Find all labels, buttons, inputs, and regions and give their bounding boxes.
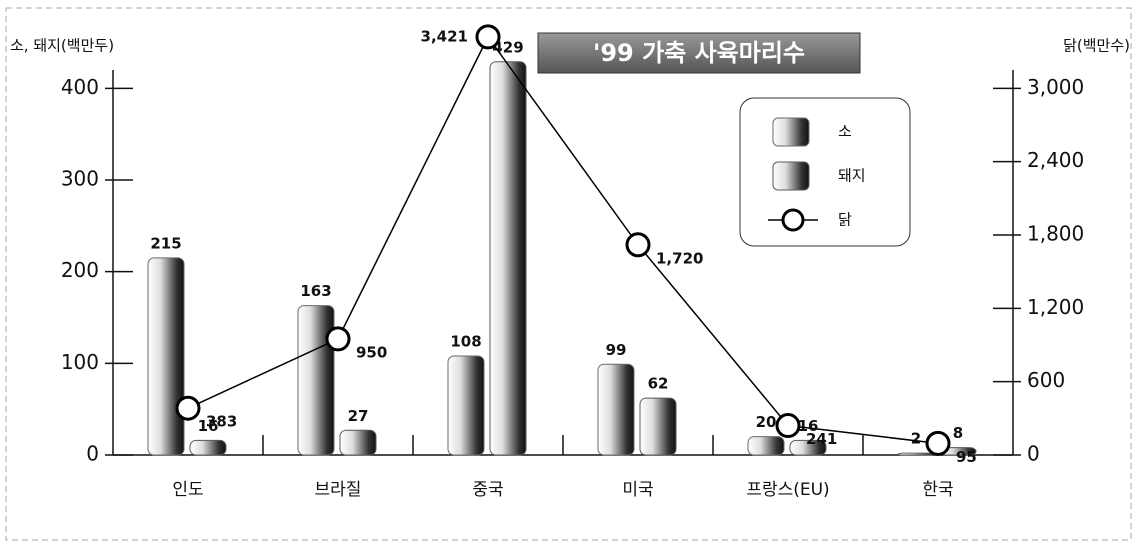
bar xyxy=(639,397,677,456)
bar xyxy=(147,257,185,456)
x-tick-label: 브라질 xyxy=(315,480,362,500)
y-tick-label: 400 xyxy=(61,75,99,99)
point xyxy=(475,24,501,50)
point-value-label: 383 xyxy=(206,413,237,431)
x-tick-label: 프랑스(EU) xyxy=(746,480,829,500)
bar-value-label: 215 xyxy=(150,234,181,252)
y-tick-label: 0 xyxy=(86,442,99,466)
legend-box xyxy=(739,97,911,247)
bar xyxy=(597,363,635,456)
y2-tick-label: 3,000 xyxy=(1027,75,1084,99)
bar-value-label: 429 xyxy=(492,38,523,56)
point xyxy=(925,430,951,456)
bar xyxy=(897,452,935,456)
y2-axis-label: 닭(백만수) xyxy=(1063,37,1130,55)
y-tick-label: 300 xyxy=(61,167,99,191)
title-box xyxy=(537,32,861,74)
bar xyxy=(447,355,485,456)
x-tick-label: 인도 xyxy=(172,480,203,500)
bar-value-label: 108 xyxy=(450,333,481,351)
point-value-label: 241 xyxy=(806,430,837,448)
y2-tick-label: 1,800 xyxy=(1027,222,1084,246)
point-value-label: 950 xyxy=(356,343,387,361)
point xyxy=(625,232,651,258)
y-axis-label: 소, 돼지(백만두) xyxy=(10,37,114,55)
bar-value-label: 16 xyxy=(198,417,219,435)
line xyxy=(187,35,939,445)
y2-tick-label: 600 xyxy=(1027,368,1065,392)
frame xyxy=(5,7,1132,541)
x-tick-label: 중국 xyxy=(472,480,503,500)
bar xyxy=(189,439,227,456)
bar-value-label: 2 xyxy=(911,430,921,448)
point-value-label: 3,421 xyxy=(421,27,468,45)
legend-marker xyxy=(781,208,805,232)
bar xyxy=(489,61,527,456)
point-value-label: 95 xyxy=(956,448,977,466)
bar xyxy=(339,429,377,456)
y2-tick-label: 1,200 xyxy=(1027,295,1084,319)
legend-label: 돼지 xyxy=(838,167,866,185)
legend-swatch xyxy=(772,117,810,147)
bar xyxy=(747,436,785,456)
point xyxy=(775,413,801,439)
y-tick-label: 200 xyxy=(61,258,99,282)
y2-tick-label: 2,400 xyxy=(1027,148,1084,172)
bar-value-label: 163 xyxy=(300,282,331,300)
bar-value-label: 16 xyxy=(798,417,819,435)
bar-value-label: 20 xyxy=(756,413,777,431)
y-tick-label: 100 xyxy=(61,350,99,374)
chart-title: '99 가축 사육마리수 xyxy=(593,39,805,67)
bar-value-label: 62 xyxy=(648,375,669,393)
y2-tick-label: 0 xyxy=(1027,442,1040,466)
legend-label: 소 xyxy=(838,123,852,141)
bar xyxy=(297,305,335,456)
x-tick-label: 미국 xyxy=(622,480,653,500)
legend-swatch xyxy=(772,161,810,191)
bar-value-label: 27 xyxy=(348,407,369,425)
x-tick-label: 한국 xyxy=(922,480,953,500)
legend-label: 닭 xyxy=(838,211,852,229)
bar xyxy=(789,439,827,456)
bar-value-label: 8 xyxy=(953,424,963,442)
point xyxy=(325,326,351,352)
point-value-label: 1,720 xyxy=(656,249,703,267)
bar-value-label: 99 xyxy=(606,341,627,359)
point xyxy=(175,395,201,421)
